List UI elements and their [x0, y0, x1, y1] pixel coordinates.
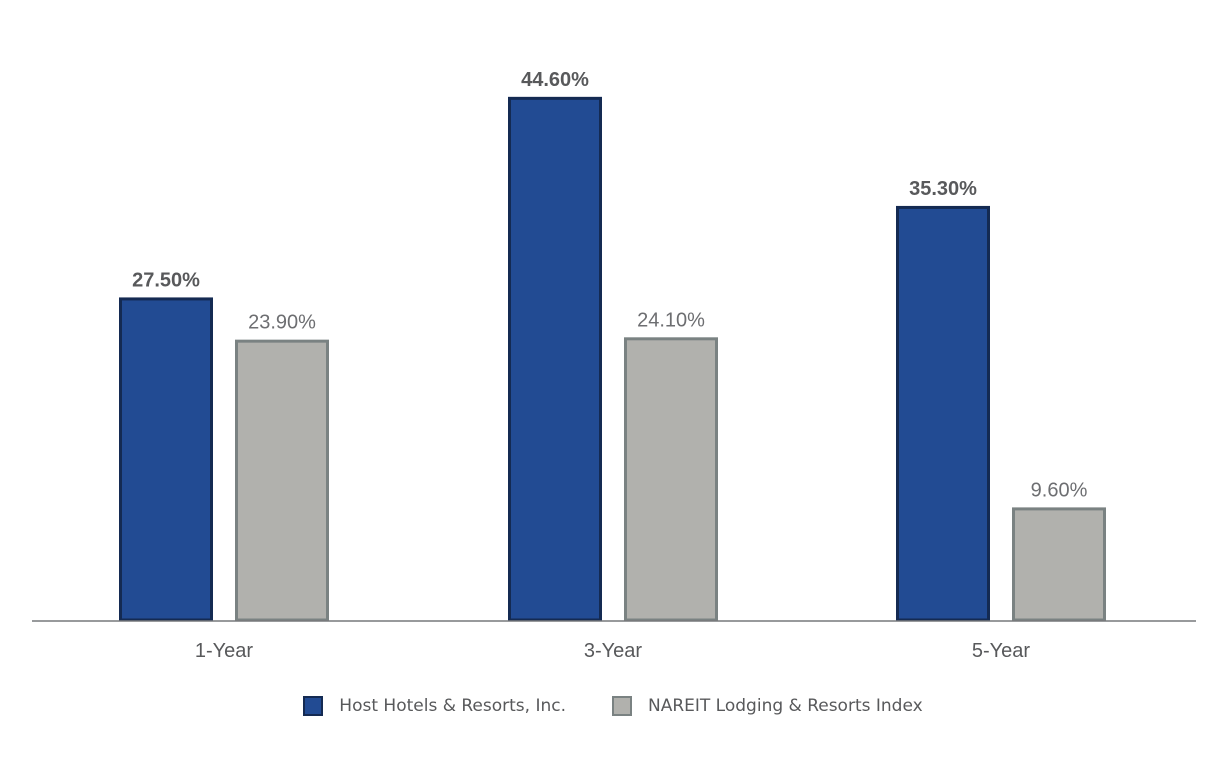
bar-chart: 27.50% 23.90% 44.60% 24.10% 35.30% 9.60% 1-Ye…	[32, 69, 1196, 662]
bar-nareit-3-year	[624, 337, 718, 622]
bar-host-1-year	[119, 297, 213, 622]
value-label-nareit-1-year: 23.90%	[248, 312, 316, 334]
bars-group	[119, 96, 1106, 622]
legend-swatch-host	[303, 696, 324, 716]
category-label-1-year: 1-Year	[195, 640, 254, 662]
category-labels-group: 1-Year 3-Year 5-Year	[195, 640, 1031, 662]
value-label-host-5-year: 35.30%	[909, 178, 977, 200]
value-label-host-3-year: 44.60%	[521, 69, 589, 91]
category-label-5-year: 5-Year	[972, 640, 1031, 662]
value-labels-group: 27.50% 23.90% 44.60% 24.10% 35.30% 9.60%	[132, 69, 1087, 502]
legend-item-nareit: NAREIT Lodging & Resorts Index	[611, 696, 923, 716]
bar-nareit-1-year	[235, 339, 329, 622]
value-label-host-1-year: 27.50%	[132, 269, 200, 291]
legend-label-nareit: NAREIT Lodging & Resorts Index	[647, 696, 923, 716]
legend-item-host: Host Hotels & Resorts, Inc.	[303, 696, 566, 716]
value-label-nareit-5-year: 9.60%	[1031, 479, 1088, 501]
category-label-3-year: 3-Year	[584, 640, 643, 662]
bar-nareit-5-year	[1012, 507, 1106, 622]
legend: Host Hotels & Resorts, Inc. NAREIT Lodgi…	[0, 696, 1226, 716]
bar-host-3-year	[508, 96, 602, 622]
value-label-nareit-3-year: 24.10%	[637, 309, 705, 331]
bar-host-5-year	[896, 205, 990, 622]
legend-label-host: Host Hotels & Resorts, Inc.	[339, 696, 566, 716]
legend-swatch-nareit	[611, 696, 632, 716]
